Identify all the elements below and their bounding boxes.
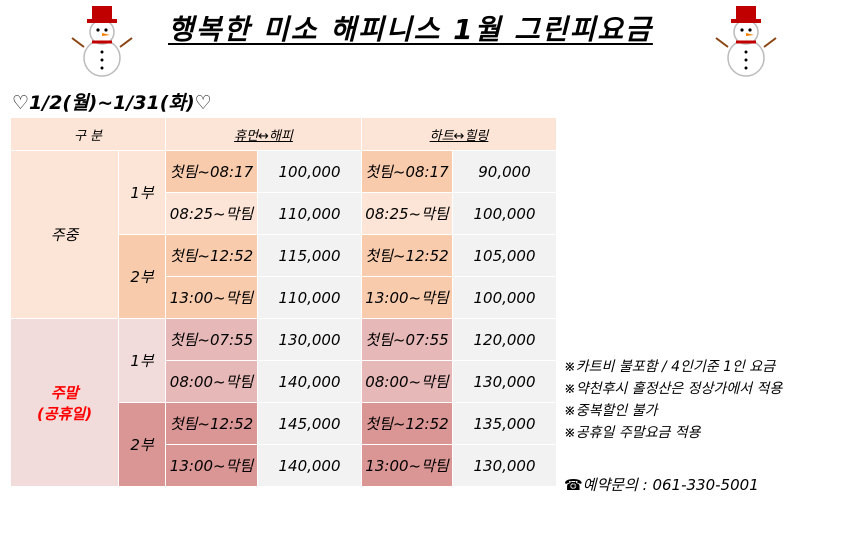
time-cell: 13:00~막팀	[361, 444, 453, 487]
time-cell: 13:00~막팀	[165, 276, 258, 319]
time-cell: 13:00~막팀	[165, 444, 258, 487]
table-row: 주중 1부 첫팀~08:17 100,000 첫팀~08:17 90,000	[10, 150, 557, 319]
price-cell: 140,000	[257, 360, 362, 403]
time-cell: 첫팀~07:55	[165, 318, 258, 361]
page-title: 행복한 미소 해피니스 1월 그린피요금	[168, 13, 653, 46]
price-cell: 130,000	[452, 444, 557, 487]
table-row: 2부 첫팀~12:52 145,000 첫팀~12:52 135,000	[11, 402, 557, 487]
part-label: 2부	[118, 402, 166, 487]
note-item: ※약천후시 홀정산은 정상가에서 적용	[564, 381, 783, 397]
table-row: 08:25~막팀 110,000 08:25~막팀 100,000	[11, 192, 557, 235]
price-cell: 135,000	[452, 402, 557, 445]
note-item: ※중복할인 불가	[564, 403, 658, 419]
notes-list: ※카트비 불포함 / 4인기준 1인 요금 ※약천후시 홀정산은 정상가에서 적…	[564, 356, 782, 444]
price-cell: 110,000	[257, 192, 362, 235]
time-cell: 첫팀~12:52	[361, 234, 453, 277]
price-cell: 100,000	[257, 150, 362, 193]
time-cell: 08:25~막팀	[165, 192, 258, 235]
snowman-icon	[71, 6, 133, 77]
time-cell: 첫팀~08:17	[361, 150, 453, 193]
time-cell: 첫팀~12:52	[361, 402, 453, 445]
price-cell: 115,000	[257, 234, 362, 277]
note-item: ※공휴일 주말요금 적용	[564, 425, 701, 441]
time-cell: 08:00~막팀	[361, 360, 453, 403]
time-cell: 08:25~막팀	[361, 192, 453, 235]
table-row: 08:00~막팀 140,000 08:00~막팀 130,000	[11, 360, 557, 403]
weekday-label: 주중	[10, 150, 119, 319]
weekend-label-sub: (공휴일)	[36, 404, 93, 423]
price-cell: 100,000	[452, 192, 557, 235]
weekend-label-main: 주말	[50, 383, 79, 402]
price-cell: 100,000	[452, 276, 557, 319]
time-cell: 첫팀~12:52	[165, 234, 258, 277]
table-row: 주말 (공휴일) 1부 첫팀~07:55 130,000 첫팀~07:55 12…	[10, 318, 557, 487]
time-cell: 첫팀~07:55	[361, 318, 453, 361]
green-fee-table: 구 분 휴먼↔해피 하트↔힐링 주중 1부 첫팀~08:17 100,000 첫…	[10, 117, 557, 487]
price-cell: 105,000	[452, 234, 557, 277]
time-cell: 첫팀~12:52	[165, 402, 258, 445]
period-label: ♡1/2(월)~1/31(화)♡	[12, 92, 212, 114]
time-cell: 첫팀~08:17	[165, 150, 258, 193]
part-label: 2부	[118, 234, 166, 319]
price-cell: 130,000	[257, 318, 362, 361]
header-division: 구 분	[10, 117, 166, 151]
note-item: ※카트비 불포함 / 4인기준 1인 요금	[564, 359, 776, 375]
price-cell: 145,000	[257, 402, 362, 445]
table-row: 13:00~막팀 110,000 13:00~막팀 100,000	[11, 276, 557, 319]
snowman-icon	[715, 6, 777, 77]
price-cell: 110,000	[257, 276, 362, 319]
price-cell: 90,000	[452, 150, 557, 193]
header-course-b: 하트↔힐링	[361, 117, 557, 151]
table-row: 13:00~막팀 140,000 13:00~막팀 130,000	[11, 444, 557, 487]
price-cell: 120,000	[452, 318, 557, 361]
price-cell: 130,000	[452, 360, 557, 403]
weekend-label: 주말 (공휴일)	[10, 318, 119, 487]
part-label: 1부	[118, 318, 166, 403]
table-row: 2부 첫팀~12:52 115,000 첫팀~12:52 105,000	[11, 234, 557, 319]
time-cell: 08:00~막팀	[165, 360, 258, 403]
part-label: 1부	[118, 150, 166, 235]
price-cell: 140,000	[257, 444, 362, 487]
header-course-a: 휴먼↔해피	[165, 117, 362, 151]
reservation-phone: ☎예약문의 : 061-330-5001	[564, 476, 759, 494]
table-header-row: 구 분 휴먼↔해피 하트↔힐링	[10, 117, 557, 151]
time-cell: 13:00~막팀	[361, 276, 453, 319]
